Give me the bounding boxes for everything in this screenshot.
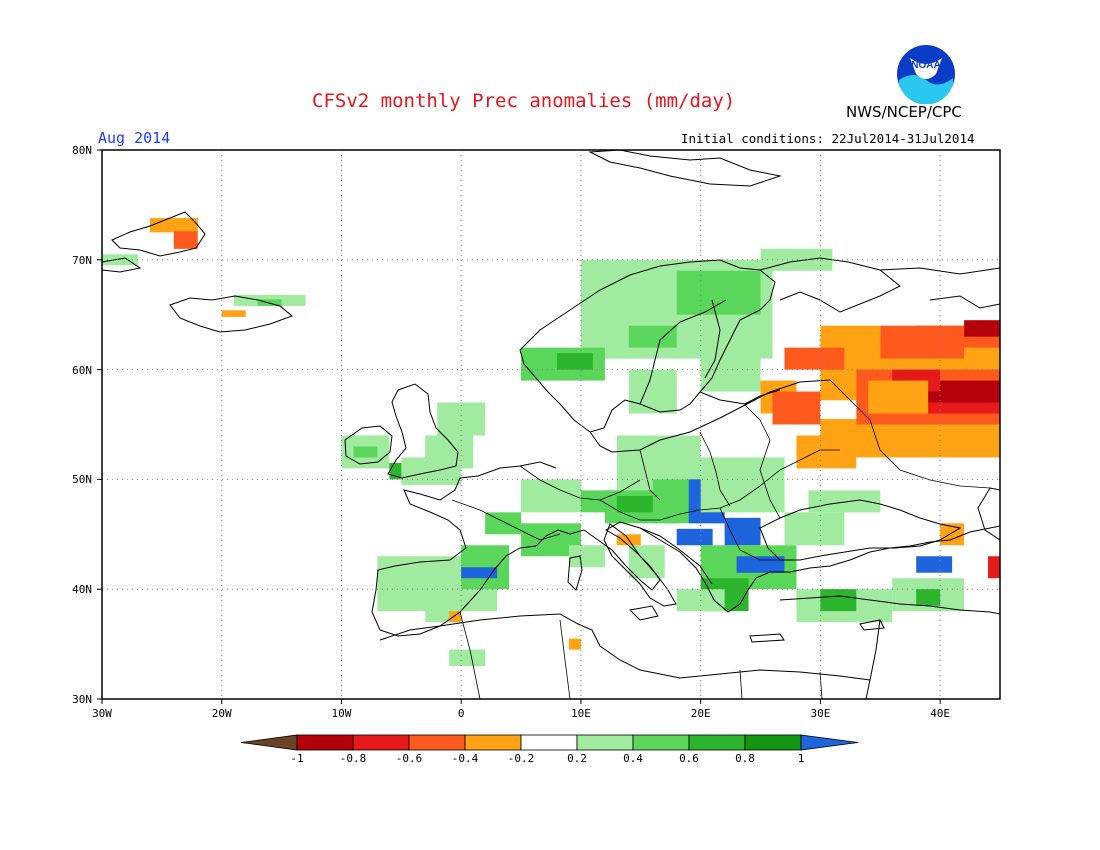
noaa-logo-text: NOAA	[911, 60, 940, 71]
anomaly-cell	[221, 310, 246, 317]
colorbar-segment	[744, 734, 802, 751]
anomaly-cell	[964, 320, 1000, 337]
colorbar-label: 0.4	[623, 752, 643, 765]
colorbar-label: -0.6	[395, 752, 423, 765]
anomaly-cell	[676, 270, 761, 315]
lat-label: 50N	[72, 473, 92, 487]
lon-label: 40E	[930, 707, 951, 720]
lon-label: 30W	[92, 707, 112, 720]
colorbar-label: 0.8	[735, 752, 755, 765]
lon-label: 10W	[331, 707, 352, 720]
map-frame	[101, 149, 1001, 700]
anomaly-cell	[616, 495, 653, 513]
anomaly-cell	[796, 435, 857, 469]
lon-label: 10E	[570, 707, 591, 720]
agency-label: NWS/NCEP/CPC	[846, 103, 962, 121]
colorbar-segment	[576, 734, 634, 751]
anomaly-cell	[437, 402, 486, 436]
colorbar-label: 0.2	[567, 752, 587, 765]
anomaly-cell	[676, 528, 713, 546]
colorbar-label: 1	[797, 752, 805, 765]
anomaly-cell	[173, 231, 198, 249]
colorbar-segment	[352, 734, 410, 751]
anomaly-cell	[988, 556, 1000, 579]
anomaly-cell	[808, 490, 881, 513]
anomaly-cell	[820, 400, 857, 420]
anomaly-cell	[868, 413, 893, 425]
anomaly-cell	[916, 556, 953, 573]
lat-label: 60N	[72, 363, 92, 377]
colorbar-arrow-low	[240, 734, 298, 751]
anomaly-cell	[461, 567, 498, 579]
anomaly-cell	[628, 325, 677, 348]
lon-label: 0	[457, 707, 465, 720]
colorbar-segment	[632, 734, 690, 751]
anomaly-cell	[521, 479, 581, 513]
colorbar-segment	[296, 734, 354, 751]
anomaly-cell	[568, 638, 581, 650]
anomaly-cell	[102, 254, 138, 266]
anomaly-cell	[880, 325, 965, 359]
colorbar-segment	[408, 734, 466, 751]
anomaly-cell	[257, 299, 282, 306]
lat-label: 40N	[72, 583, 92, 597]
colorbar-label: -0.8	[339, 752, 367, 765]
anomaly-cell	[700, 347, 761, 392]
colorbar-label: -0.4	[451, 752, 479, 765]
colorbar-label: -0.2	[507, 752, 535, 765]
colorbar-segment	[464, 734, 522, 751]
anomaly-cell	[401, 457, 462, 485]
initial-conditions: Initial conditions: 22Jul2014-31Jul2014	[681, 131, 975, 146]
anomaly-cell	[628, 369, 677, 414]
forecast-month: Aug 2014	[98, 129, 171, 147]
lat-label: 30N	[72, 693, 92, 706]
noaa-logo: NOAA	[897, 45, 955, 104]
anomaly-cell	[449, 649, 486, 667]
anomaly-cell	[485, 512, 522, 535]
anomaly-cell	[916, 589, 941, 606]
colorbar-label: 0.6	[679, 752, 699, 765]
lon-label: 20W	[211, 707, 232, 720]
lat-label: 70N	[72, 253, 92, 267]
anomaly-cell	[772, 391, 821, 425]
colorbar-segment	[520, 734, 578, 751]
coastlines	[102, 150, 1000, 699]
axis-ticks	[97, 149, 941, 704]
anomaly-cells	[102, 218, 1000, 667]
lon-label: 30E	[810, 707, 831, 720]
anomaly-cell	[449, 611, 462, 623]
anomaly-cell	[556, 353, 593, 370]
colorbar-segment	[688, 734, 746, 751]
colorbar-label: -1	[290, 752, 304, 765]
anomaly-cell	[568, 545, 605, 568]
lon-label: 20E	[690, 707, 711, 720]
map-title: CFSv2 monthly Prec anomalies (mm/day)	[312, 90, 736, 112]
colorbar-arrow-high	[800, 734, 859, 751]
anomaly-cell	[784, 347, 845, 370]
anomaly-cell	[353, 446, 378, 458]
anomaly-cell	[784, 512, 845, 546]
anomaly-cell	[868, 380, 929, 414]
lat-label: 80N	[72, 144, 92, 157]
anomaly-cell	[820, 589, 857, 612]
